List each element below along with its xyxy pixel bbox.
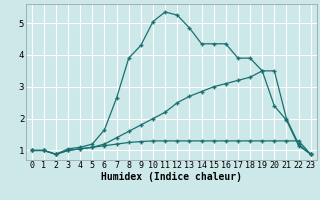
X-axis label: Humidex (Indice chaleur): Humidex (Indice chaleur): [101, 172, 242, 182]
